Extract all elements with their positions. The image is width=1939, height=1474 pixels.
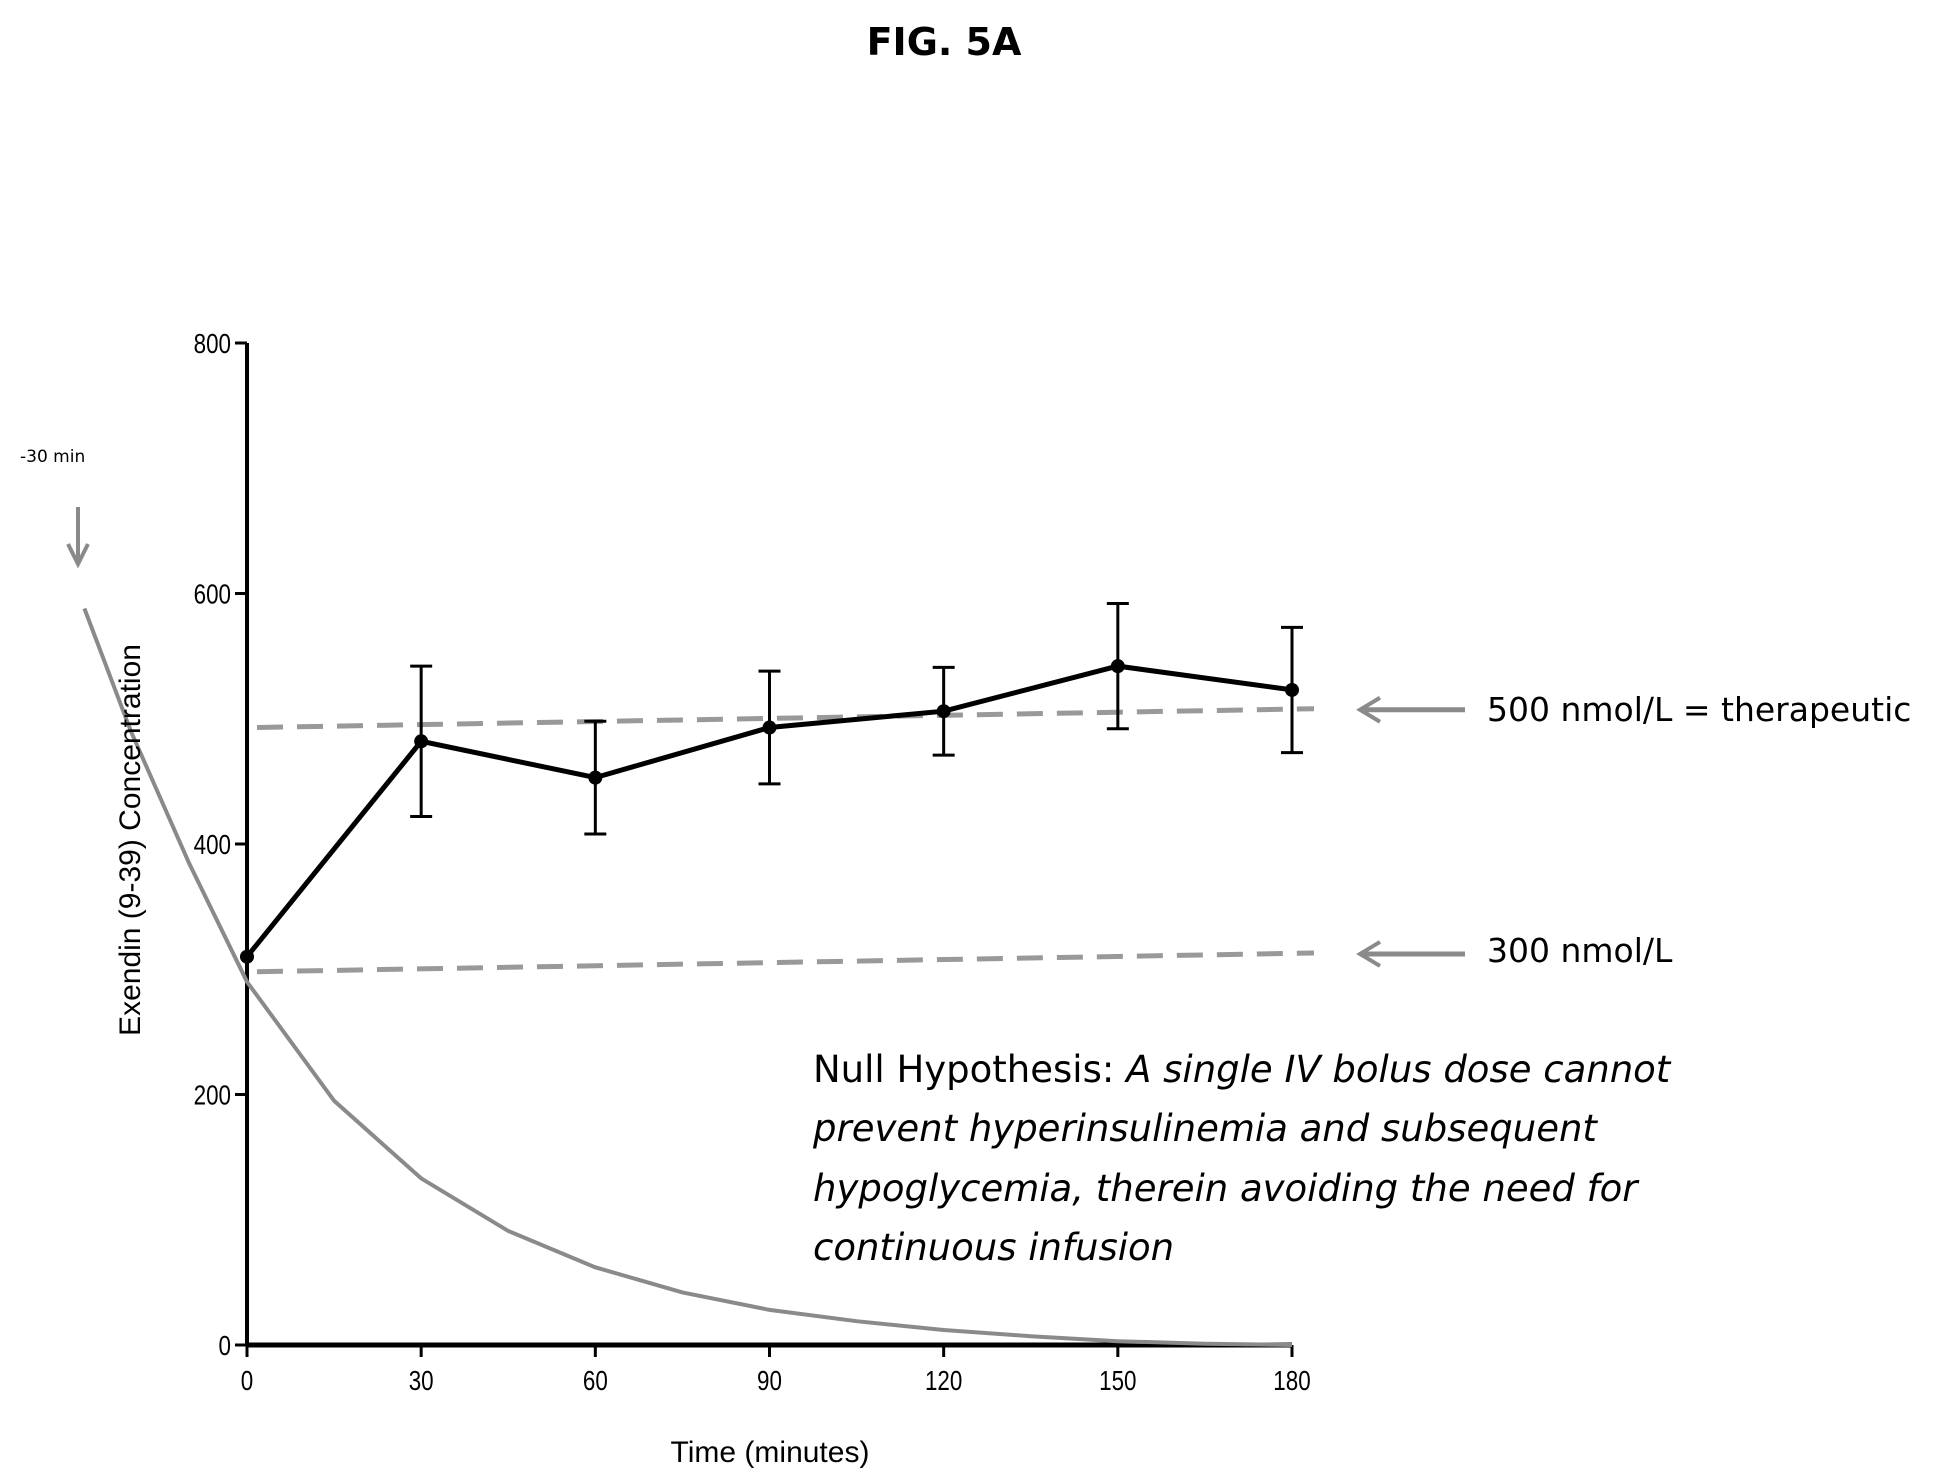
hypothesis-text-4: continuous infusion	[813, 1226, 1174, 1269]
decay-curve	[82, 607, 1293, 1347]
y-tick-label-200: 200	[194, 1080, 231, 1111]
x-tick-label-180: 180	[1273, 1366, 1310, 1397]
hypothesis-text-3: hypoglycemia, therein avoiding the need …	[813, 1167, 1640, 1210]
decay-curve-group	[82, 607, 1293, 1347]
y-tick-label-400: 400	[194, 830, 231, 861]
data-point-120	[936, 704, 951, 719]
data-point-150	[1110, 659, 1125, 674]
reference-arrowhead-1	[1356, 940, 1382, 968]
dose-marker-label: -30 min	[20, 447, 85, 467]
null-hypothesis-prefix: Null Hypothesis:	[813, 1048, 1126, 1091]
y-tick-label-600: 600	[194, 579, 231, 610]
data-point-30	[414, 734, 429, 749]
x-tick-label-0: 0	[241, 1366, 253, 1397]
data-point-0	[240, 949, 254, 964]
data-series-group	[240, 602, 1303, 964]
x-tick-label-30: 30	[409, 1366, 434, 1397]
data-point-90	[762, 720, 777, 735]
data-point-60	[588, 770, 603, 785]
y-axis-label: Exendin (9-39) Concentration	[114, 644, 147, 1036]
y-tick-label-0: 0	[219, 1331, 231, 1362]
ref-label-therapeutic: 500 nmol/L = therapeutic	[1487, 690, 1911, 729]
axes: 0 200 400 600 800 0 30 60 90 120 150 180	[194, 329, 1311, 1397]
reference-lines	[66, 507, 1465, 975]
x-tick-label-150: 150	[1099, 1366, 1136, 1397]
reference-line-1	[256, 950, 1315, 975]
hypothesis-text-2: prevent hyperinsulinemia and subsequent	[812, 1107, 1598, 1150]
y-tick-label-800: 800	[194, 329, 231, 360]
null-hypothesis-line-1: Null Hypothesis: A single IV bolus dose …	[813, 1048, 1672, 1091]
x-tick-label-120: 120	[925, 1366, 962, 1397]
x-tick-label-60: 60	[583, 1366, 608, 1397]
data-point-180	[1285, 682, 1299, 697]
x-axis-label: Time (minutes)	[671, 1436, 870, 1469]
figure-title: FIG. 5A	[867, 20, 1022, 64]
dose-arrowhead	[66, 543, 90, 569]
reference-line-0	[256, 706, 1315, 731]
x-tick-label-90: 90	[757, 1366, 782, 1397]
ref-label-300: 300 nmol/L	[1487, 931, 1673, 970]
reference-arrowhead-0	[1356, 696, 1382, 724]
hypothesis-text-1: A single IV bolus dose cannot	[1124, 1048, 1672, 1091]
